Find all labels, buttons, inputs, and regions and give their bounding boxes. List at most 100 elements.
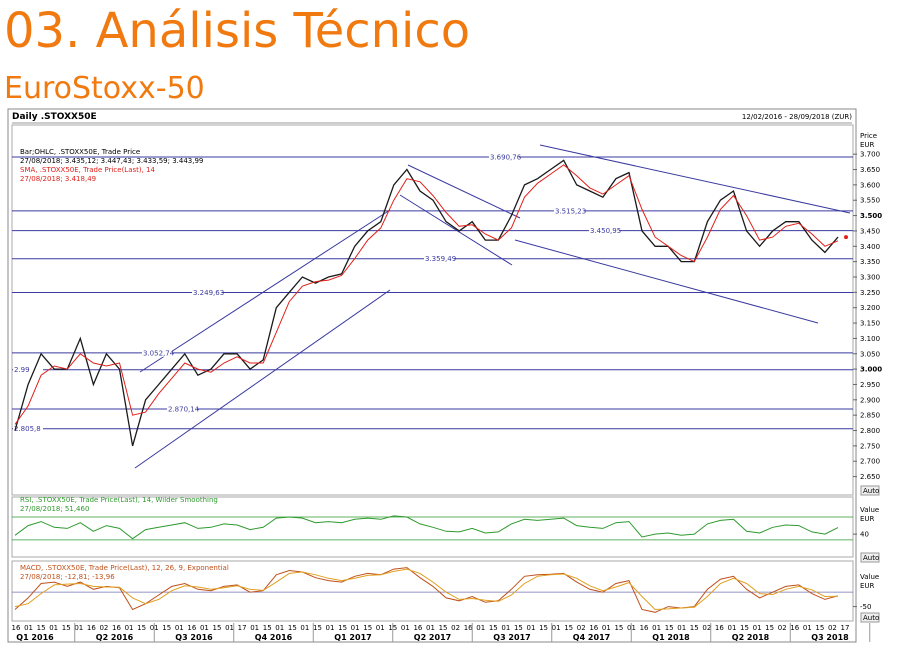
x-tick-label: 01 — [175, 624, 184, 632]
level-label-bg — [13, 424, 43, 433]
level-label-bg — [192, 288, 222, 297]
x-tick-label: 16 — [87, 624, 96, 632]
x-tick-label: 01 — [74, 624, 83, 632]
x-tick-label: 15 — [288, 624, 297, 632]
series-line — [14, 568, 839, 611]
x-tick-label: 17 — [841, 624, 850, 632]
quarter-label: Q3 2018 — [811, 633, 849, 642]
y-tick-label: 3.100 — [860, 335, 880, 343]
legend-value: 27/08/2018; -12,81; -13,96 — [20, 573, 115, 581]
y-axis-title: Price — [860, 132, 877, 140]
x-tick-label: 16 — [464, 624, 473, 632]
quarter-label: Q2 2016 — [96, 633, 134, 642]
auto-label[interactable]: Auto — [863, 614, 879, 622]
x-tick-label: 01 — [24, 624, 33, 632]
x-tick-label: 15 — [363, 624, 372, 632]
y-tick-label: 2.750 — [860, 442, 880, 450]
x-tick-label: 01 — [476, 624, 485, 632]
page-subtitle: EuroStoxx-50 — [4, 71, 205, 106]
x-tick-label: 16 — [413, 624, 422, 632]
x-tick-label: 01 — [727, 624, 736, 632]
page-title: 03. Análisis Técnico — [4, 3, 470, 59]
x-tick-label: 02 — [828, 624, 837, 632]
trend-lines — [134, 144, 851, 469]
y-tick-label: 3.350 — [860, 258, 880, 266]
x-tick-label: 01 — [49, 624, 58, 632]
y-tick-label: 40 — [860, 531, 869, 539]
y-tick-label: 3.250 — [860, 289, 880, 297]
x-tick-label: 15 — [539, 624, 548, 632]
level-label-bg — [489, 153, 519, 162]
quarter-label: Q3 2017 — [493, 633, 530, 642]
y-tick-label: 2.800 — [860, 427, 880, 435]
price-panel — [11, 124, 854, 496]
x-tick-label: 15 — [263, 624, 272, 632]
x-tick-label: 01 — [225, 624, 234, 632]
x-tick-label: 01 — [527, 624, 536, 632]
y-tick-label: 3.600 — [860, 181, 880, 189]
chart-frame — [7, 108, 857, 643]
y-axis-title: Value — [860, 573, 879, 581]
auto-button[interactable] — [860, 612, 880, 623]
scale-buttons: Auto Auto Auto — [860, 485, 880, 623]
x-tick-label: 01 — [501, 624, 510, 632]
level-label: 3.052,74 — [143, 349, 175, 357]
series-line — [14, 567, 839, 613]
x-tick-label: 16 — [187, 624, 196, 632]
auto-label[interactable]: Auto — [863, 487, 879, 495]
x-tick-label: 15 — [614, 624, 623, 632]
x-tick-label: 17 — [238, 624, 247, 632]
legend-value: 27/08/2018; 3.435,12; 3.447,43; 3.433,59… — [20, 157, 203, 165]
level-label-bg — [142, 348, 172, 357]
x-tick-label: 01 — [652, 624, 661, 632]
level-label: 3.690,76 — [490, 154, 522, 162]
quarter-label: Q2 2018 — [732, 633, 770, 642]
x-tick-label: 16 — [715, 624, 724, 632]
x-tick-label: 15 — [489, 624, 498, 632]
level-label: 3.515,23 — [555, 207, 586, 215]
x-tick-label: 01 — [351, 624, 360, 632]
quarter-label: Q4 2017 — [573, 633, 610, 642]
y-tick-label: 3.650 — [860, 166, 880, 174]
x-tick-label: 15 — [162, 624, 171, 632]
legend-entry: Bar;OHLC, .STOXX50E, Trade Price — [20, 148, 140, 156]
x-tick-label: 15 — [213, 624, 222, 632]
legend-value: 27/08/2018; 3.418,49 — [20, 175, 96, 183]
legend-entry: SMA, .STOXX50E, Trade Price(Last), 14 — [20, 166, 156, 174]
x-tick-label: 15 — [338, 624, 347, 632]
x-tick-label: 16 — [790, 624, 799, 632]
auto-button[interactable] — [860, 552, 880, 563]
quarter-label: Q1 2017 — [334, 633, 371, 642]
level-label: 2.99 — [14, 366, 30, 374]
y-tick-label: 2.650 — [860, 473, 880, 481]
quarter-label: Q4 2016 — [255, 633, 293, 642]
legend-value: 27/08/2018; 51,460 — [20, 505, 89, 513]
y-tick-label: 2.900 — [860, 396, 880, 404]
x-tick-label: 02 — [778, 624, 787, 632]
x-tick-label: 01 — [602, 624, 611, 632]
x-tick-label: 01 — [803, 624, 812, 632]
level-label: 2.805,8 — [14, 425, 41, 433]
x-tick-label: 16 — [589, 624, 598, 632]
quarter-label: Q2 2017 — [414, 633, 451, 642]
y-tick-label: 3.000 — [860, 366, 882, 374]
auto-button[interactable] — [860, 485, 880, 496]
series-line — [14, 164, 839, 425]
y-tick-label: 2.950 — [860, 381, 880, 389]
auto-label[interactable]: Auto — [863, 554, 879, 562]
level-label: 2.870,14 — [168, 405, 200, 413]
quarter-label: Q3 2016 — [175, 633, 213, 642]
y-axis-title: Value — [860, 506, 879, 514]
level-label: 3.450,95 — [590, 227, 621, 235]
y-tick-label: 3.400 — [860, 243, 880, 251]
x-tick-label: 01 — [426, 624, 435, 632]
x-tick-label: 15 — [514, 624, 523, 632]
y-tick-label: 2.850 — [860, 412, 880, 420]
x-tick-label: 15 — [137, 624, 146, 632]
x-tick-label: 15 — [37, 624, 46, 632]
x-tick-label: 15 — [690, 624, 699, 632]
quarter-label: Q1 2018 — [652, 633, 690, 642]
x-tick-label: 01 — [753, 624, 762, 632]
y-tick-label: 3.700 — [860, 151, 880, 159]
y-tick-label: 2.700 — [860, 458, 880, 466]
